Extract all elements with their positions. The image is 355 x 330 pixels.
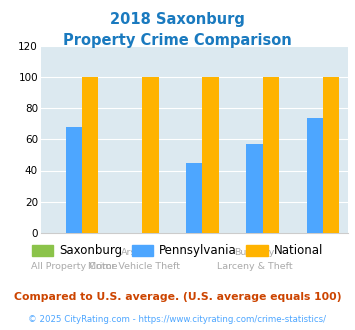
- Text: Property Crime Comparison: Property Crime Comparison: [63, 33, 292, 48]
- Text: Burglary: Burglary: [234, 248, 275, 257]
- Text: Compared to U.S. average. (U.S. average equals 100): Compared to U.S. average. (U.S. average …: [14, 292, 341, 302]
- Legend: Saxonburg, Pennsylvania, National: Saxonburg, Pennsylvania, National: [27, 240, 328, 262]
- Bar: [202, 77, 219, 233]
- Text: All Property Crime: All Property Crime: [31, 262, 117, 271]
- Bar: [246, 144, 263, 233]
- Text: 2018 Saxonburg: 2018 Saxonburg: [110, 12, 245, 26]
- Bar: [66, 127, 82, 233]
- Bar: [263, 77, 279, 233]
- Bar: [323, 77, 339, 233]
- Bar: [186, 163, 202, 233]
- Text: Larceny & Theft: Larceny & Theft: [217, 262, 293, 271]
- Text: © 2025 CityRating.com - https://www.cityrating.com/crime-statistics/: © 2025 CityRating.com - https://www.city…: [28, 315, 327, 324]
- Text: Arson: Arson: [121, 248, 148, 257]
- Bar: [307, 118, 323, 233]
- Text: Motor Vehicle Theft: Motor Vehicle Theft: [88, 262, 180, 271]
- Bar: [142, 77, 159, 233]
- Bar: [82, 77, 98, 233]
